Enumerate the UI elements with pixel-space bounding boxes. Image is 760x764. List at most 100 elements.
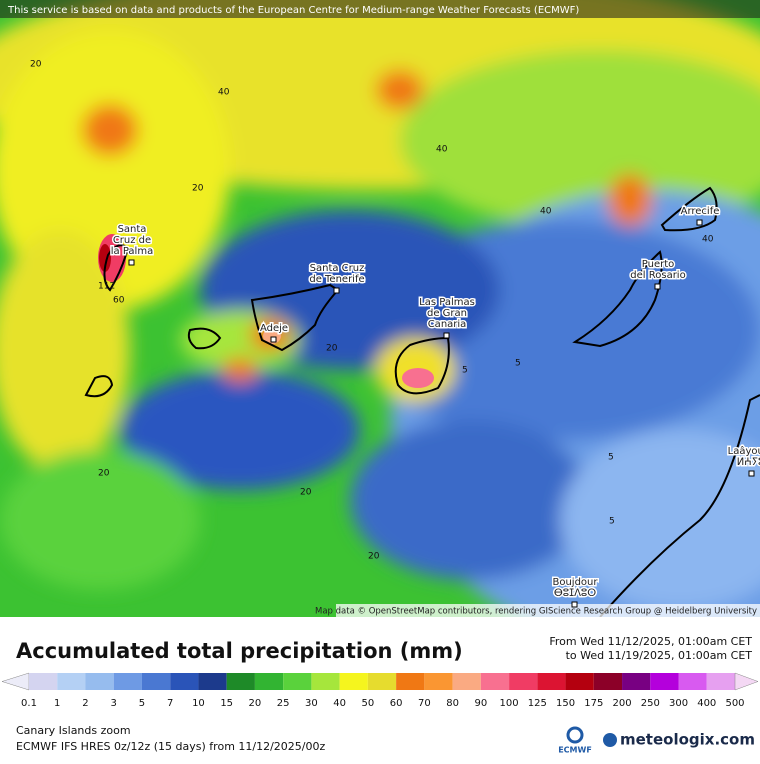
colorbar-label: 60	[390, 698, 403, 709]
place-marker	[748, 470, 755, 477]
place-label: ⴱⵓⵊⴷⵓⵔ	[554, 588, 596, 599]
brand-logo[interactable]: meteologix.com	[620, 731, 755, 749]
colorbar-segment	[57, 673, 86, 690]
contour-label: 20	[98, 469, 110, 479]
banner-bg	[0, 0, 760, 18]
colorbar-segment	[29, 673, 58, 690]
place-label: ⵍⵄⵢⵓⵏ	[737, 457, 760, 468]
colorbar-label: 25	[277, 698, 290, 709]
colorbar-segment	[452, 673, 481, 690]
colorbar-label: 150	[556, 698, 575, 709]
place-label: Las Palmas	[419, 297, 475, 308]
place-label: Santa	[118, 224, 147, 235]
colorbar-label: 250	[641, 698, 660, 709]
colorbar-label: 10	[192, 698, 205, 709]
contour-label: 5	[462, 366, 468, 376]
colorbar-label: 175	[584, 698, 603, 709]
colorbar-label: 40	[333, 698, 346, 709]
contour-label: 40	[540, 207, 552, 217]
contour-label: 60	[113, 296, 125, 306]
colorbar-segment	[706, 673, 735, 690]
colorbar-segment	[113, 673, 142, 690]
place-label: Arrecife	[681, 206, 720, 217]
place-marker	[571, 601, 578, 608]
contour-label: 40	[436, 145, 448, 155]
place-marker	[270, 336, 277, 343]
colorbar-label: 400	[697, 698, 716, 709]
colorbar-segment	[622, 673, 651, 690]
period-to: to Wed 11/19/2025, 01:00am CET	[566, 649, 753, 662]
colorbar-segment	[311, 673, 340, 690]
attribution-bg	[336, 604, 760, 617]
colorbar-label: 3	[111, 698, 117, 709]
place-label: del Rosario	[630, 270, 685, 281]
colorbar-segment	[593, 673, 623, 690]
contour-label: 112	[98, 282, 115, 292]
ecmwf-icon	[566, 726, 584, 744]
place-marker	[443, 332, 450, 339]
footer-zoom: Canary Islands zoom	[16, 724, 131, 737]
colorbar-segment	[141, 673, 171, 690]
colorbar-segment	[565, 673, 594, 690]
contour-label: 20	[300, 488, 312, 498]
colorbar-high	[734, 672, 759, 691]
contour-label: 20	[30, 60, 42, 70]
contour-label: 5	[515, 359, 521, 369]
brand-icon	[603, 733, 617, 747]
colorbar-segment	[396, 673, 425, 690]
period-from: From Wed 11/12/2025, 01:00am CET	[549, 635, 752, 648]
contour-label: 40	[702, 235, 714, 245]
colorbar-label: 7	[167, 698, 173, 709]
contour-label: 20	[326, 344, 338, 354]
colorbar-label: 1	[54, 698, 60, 709]
colorbar-label: 80	[446, 698, 459, 709]
footer-model: ECMWF IFS HRES 0z/12z (15 days) from 11/…	[16, 740, 326, 753]
colorbar-label: 2	[82, 698, 88, 709]
colorbar-label: 90	[474, 698, 487, 709]
colorbar-segment	[170, 673, 199, 690]
contour-label: 20	[368, 552, 380, 562]
colorbar-label: 20	[249, 698, 262, 709]
map	[0, 0, 760, 617]
colorbar-label: 100	[500, 698, 519, 709]
colorbar-label: 70	[418, 698, 431, 709]
colorbar-segment	[85, 673, 114, 690]
colorbar-label: 300	[669, 698, 688, 709]
colorbar-segment	[424, 673, 453, 690]
contour-label: 20	[192, 184, 204, 194]
colorbar-segment	[650, 673, 679, 690]
colorbar-label: 200	[612, 698, 631, 709]
colorbar-segment	[480, 673, 510, 690]
place-label: Puerto	[642, 259, 675, 270]
colorbar-segment	[509, 673, 538, 690]
colorbar-segment	[339, 673, 368, 690]
colorbar-label: 50	[362, 698, 375, 709]
banner: This service is based on data and produc…	[7, 5, 579, 16]
colorbar-segment	[537, 673, 566, 690]
contour-label: 5	[609, 517, 615, 527]
colorbar-label: 0.1	[21, 698, 37, 709]
colorbar-low	[1, 672, 30, 691]
colorbar-segment	[198, 673, 227, 690]
place-marker	[654, 283, 661, 290]
place-label: Santa Cruz	[310, 263, 365, 274]
contour-label: 5	[608, 453, 614, 463]
place-marker	[128, 259, 135, 266]
place-marker	[696, 219, 703, 226]
colorbar-label: 500	[725, 698, 744, 709]
colorbar-segment	[678, 673, 707, 690]
place-label: Cruz de	[113, 235, 151, 246]
contour-label: 40	[218, 88, 230, 98]
colorbar-segment	[226, 673, 255, 690]
place-label: Laâyoune	[728, 445, 760, 457]
colorbar-segment	[254, 673, 284, 690]
attribution: Map data © OpenStreetMap contributors, r…	[315, 607, 757, 617]
place-label: de Tenerife	[309, 274, 364, 285]
place-label: la Palma	[111, 246, 153, 257]
colorbar-segment	[367, 673, 397, 690]
colorbar-label: 5	[139, 698, 145, 709]
ecmwf-logo: ECMWF	[558, 746, 592, 755]
place-label: Adeje	[260, 323, 288, 334]
place-label: Canaria	[428, 319, 467, 330]
